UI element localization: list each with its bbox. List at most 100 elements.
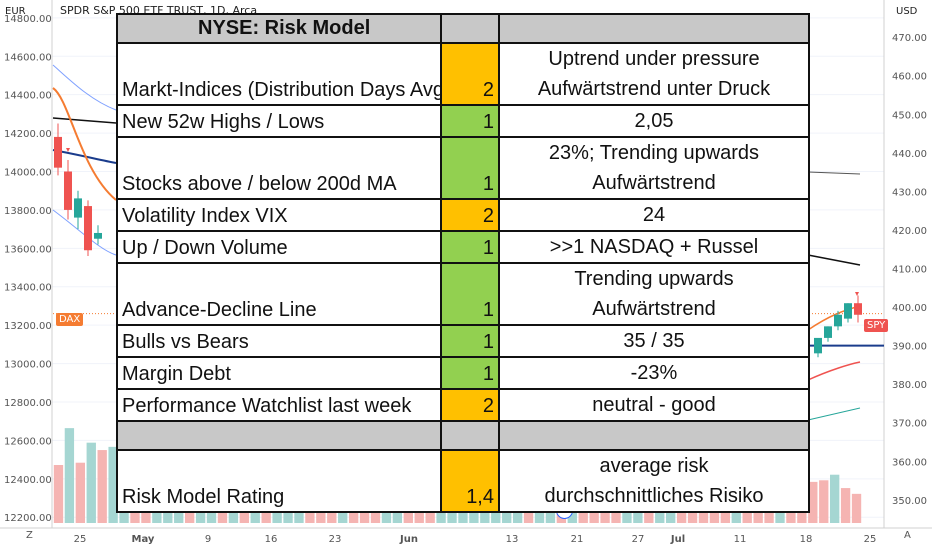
right-axis-tick-label: 380.00 (892, 380, 927, 391)
volume-bar (830, 474, 840, 523)
table-row: Volatility Index VIX 2 24 (116, 198, 810, 232)
right-axis-tick-label: 390.00 (892, 342, 927, 353)
left-axis-tick-label: 13200.00 (4, 321, 52, 332)
volume-bar (97, 450, 107, 523)
row-comment: 24 (498, 198, 810, 232)
row-comment: neutral - good (498, 388, 810, 422)
row-comment: 35 / 35 (498, 324, 810, 358)
right-axis-tick-label: 430.00 (892, 187, 927, 198)
row-label: Volatility Index VIX (116, 198, 442, 232)
row-label: Advance-Decline Line (116, 262, 442, 326)
row-comment: Trending upwards Aufwärtstrend (498, 262, 810, 326)
table-row: Advance-Decline Line 1 Trending upwards Auf… (116, 262, 810, 326)
candle-body (74, 198, 82, 218)
time-axis-tick-label: 27 (632, 534, 645, 545)
volume-bar (819, 480, 829, 523)
title-spacer (440, 13, 500, 44)
row-comment: Uptrend under pressure Aufwärtstrend unte… (498, 42, 810, 106)
ma-black-right (807, 254, 861, 266)
ma-red-right (807, 361, 861, 381)
right-axis-tick-label: 360.00 (892, 457, 927, 468)
row-label: Up / Down Volume (116, 230, 442, 264)
comment-line: >>1 NASDAQ + Russel (549, 236, 759, 258)
comment-line: 24 (642, 204, 666, 226)
separator-cell (498, 420, 810, 451)
time-axis-tick-label: May (132, 534, 155, 545)
right-axis-tick-label: 410.00 (892, 265, 927, 276)
time-axis-tick-label: 25 (74, 534, 87, 545)
right-axis-tick-label: 470.00 (892, 33, 927, 44)
row-comment: -23% (498, 356, 810, 390)
bollinger-upper-left (52, 64, 117, 111)
time-axis-tick-label: 25 (864, 534, 877, 545)
right-axis-tick-label: 460.00 (892, 72, 927, 83)
volume-bar (86, 442, 96, 523)
time-axis-tick-label: Jun (399, 534, 418, 545)
comment-line: 23%; Trending upwards (548, 142, 760, 164)
candle-body (814, 337, 822, 354)
volume-bar (840, 488, 851, 523)
row-score: 2 (440, 198, 500, 232)
table-row: New 52w Highs / Lows 1 2,05 (116, 104, 810, 138)
right-axis-tick-label: 450.00 (892, 110, 927, 121)
volume-bar (851, 493, 862, 523)
left-axis-tick-label: 13000.00 (4, 360, 52, 371)
dax-badge: DAX (56, 313, 84, 326)
row-score: 1 (440, 324, 500, 358)
bollinger-upper-right (807, 171, 861, 175)
candle-body (824, 326, 832, 338)
table-row: Performance Watchlist last week 2 neutral … (116, 388, 810, 422)
bollinger-lower-right (807, 407, 861, 421)
right-axis-bg (884, 0, 932, 528)
right-currency-label: USD (896, 6, 918, 17)
separator-cell (440, 420, 500, 451)
table-row: Bulls vs Bears 1 35 / 35 (116, 324, 810, 358)
comment-line: 35 / 35 (623, 330, 685, 352)
row-label: Performance Watchlist last week (116, 388, 442, 422)
left-axis-tick-label: 14800.00 (4, 14, 52, 25)
time-axis-tick-label: 23 (329, 534, 342, 545)
comment-line: Aufwärtstrend unter Druck (537, 78, 771, 100)
zoom-left-icon[interactable]: Z (26, 530, 33, 541)
left-axis-tick-label: 12600.00 (4, 436, 52, 447)
time-axis: 25 May 9 16 23 Jun 13 21 27 Jul 11 18 25 (74, 534, 877, 545)
ma-black-left (52, 117, 117, 124)
comment-line: Trending upwards (574, 268, 734, 290)
table-row: Stocks above / below 200d MA 1 23%; Trendi… (116, 136, 810, 200)
left-price-axis: 12200.00 12400.00 12600.00 12800.00 13000.00… (4, 14, 52, 524)
candle-body (854, 303, 862, 315)
volume-bar (108, 446, 118, 523)
volume-bar (75, 462, 85, 523)
table-row: Markt-Indices (Distribution Days Avg) 2 Up… (116, 42, 810, 106)
table-title-row: NYSE: Risk Model (116, 13, 810, 44)
left-axis-tick-label: 12800.00 (4, 398, 52, 409)
row-score: 2 (440, 42, 500, 106)
right-price-axis: 350.00 360.00 370.00 380.00 390.00 400.00 410.… (892, 33, 927, 507)
row-comment: average risk durchschnittliches Risiko (498, 449, 810, 513)
time-axis-tick-label: 11 (734, 534, 747, 545)
comment-line: average risk (599, 455, 709, 477)
row-score: 2 (440, 388, 500, 422)
right-axis-tick-label: 420.00 (892, 226, 927, 237)
table-row: Up / Down Volume 1 >>1 NASDAQ + Russel (116, 230, 810, 264)
risk-model-table: NYSE: Risk Model Markt-Indices (Distribut… (116, 13, 810, 513)
right-axis-tick-label: 370.00 (892, 419, 927, 430)
left-axis-tick-label: 14600.00 (4, 52, 52, 63)
left-axis-tick-label: 12200.00 (4, 513, 52, 524)
right-axis-tick-label: 440.00 (892, 149, 927, 160)
comment-line: Uptrend under pressure (548, 48, 760, 70)
candle-body (844, 303, 852, 319)
title-spacer (498, 13, 810, 44)
left-axis-tick-label: 14200.00 (4, 129, 52, 140)
row-label: New 52w Highs / Lows (116, 104, 442, 138)
left-axis-tick-label: 12400.00 (4, 475, 52, 486)
table-separator-row (116, 420, 810, 451)
comment-line: Aufwärtstrend (592, 298, 716, 320)
left-axis-bg (0, 0, 52, 528)
signal-arrow (66, 148, 70, 152)
comment-line: Aufwärtstrend (592, 172, 716, 194)
candle-body (64, 171, 72, 210)
auto-scale-icon[interactable]: A (904, 530, 911, 541)
candle-body (84, 206, 92, 251)
row-score: 1 (440, 230, 500, 264)
